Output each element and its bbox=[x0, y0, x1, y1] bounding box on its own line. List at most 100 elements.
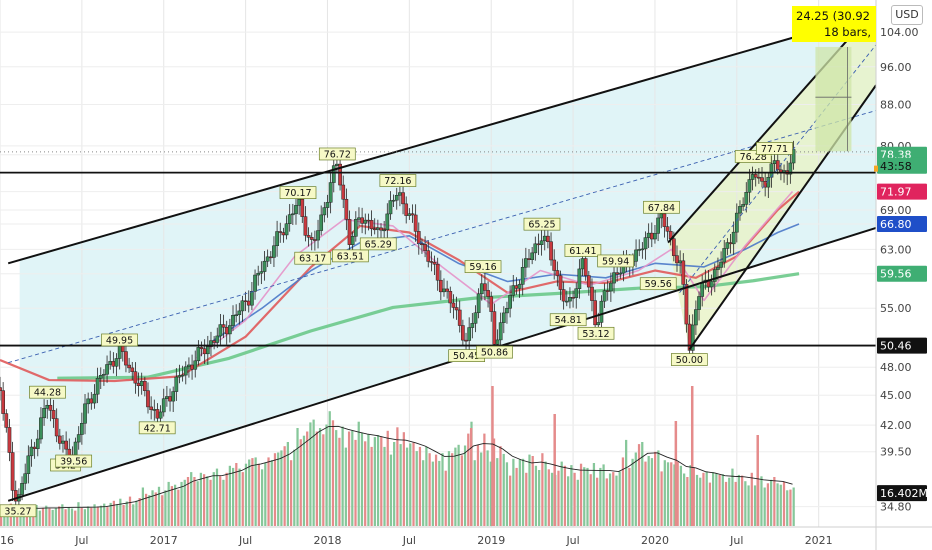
volume-bar bbox=[547, 469, 550, 526]
time-tick-label: Jul bbox=[402, 534, 416, 547]
volume-bar bbox=[244, 463, 248, 526]
volume-bar bbox=[644, 461, 647, 526]
volume-bar bbox=[83, 509, 87, 526]
candle-body bbox=[57, 435, 62, 444]
volume-bar bbox=[496, 458, 499, 526]
candle-body bbox=[448, 291, 453, 304]
point-label: 39.56 bbox=[60, 457, 87, 468]
volume-bar bbox=[660, 471, 663, 526]
candle-body bbox=[372, 228, 377, 231]
volume-bar bbox=[773, 477, 776, 526]
volume-bar bbox=[769, 479, 773, 526]
volume-bar bbox=[286, 442, 289, 526]
candle-body bbox=[366, 219, 371, 222]
volume-bar bbox=[74, 510, 77, 526]
candle-body bbox=[498, 322, 503, 341]
volume-bar bbox=[589, 474, 592, 526]
candle-body bbox=[73, 441, 78, 456]
price-tag-text: 50.46 bbox=[880, 340, 912, 353]
candle-body bbox=[558, 275, 563, 290]
candle-body bbox=[322, 207, 327, 216]
volume-bar bbox=[618, 471, 621, 526]
volume-bar bbox=[357, 421, 360, 526]
price-tick-label: 69.00 bbox=[880, 204, 912, 217]
candle-body bbox=[102, 373, 106, 376]
volume-bar bbox=[90, 507, 93, 526]
currency-label[interactable]: USD bbox=[891, 5, 923, 25]
time-tick-label: 2020 bbox=[641, 534, 669, 547]
volume-spike bbox=[674, 421, 678, 526]
candle-body bbox=[747, 179, 752, 193]
volume-bar bbox=[579, 463, 583, 526]
volume-bar bbox=[550, 472, 554, 526]
volume-bar bbox=[492, 438, 496, 526]
volume-bar bbox=[270, 460, 273, 526]
point-label-box bbox=[359, 237, 397, 251]
alert-marker bbox=[874, 165, 878, 172]
volume-bar bbox=[557, 470, 560, 526]
candle-body bbox=[530, 252, 534, 260]
candle-body bbox=[775, 160, 780, 171]
volume-bar bbox=[86, 506, 90, 526]
volume-bar bbox=[509, 475, 512, 526]
volume-bar bbox=[402, 432, 405, 526]
candle-body bbox=[215, 335, 220, 343]
candle-body bbox=[760, 177, 764, 182]
point-label-box bbox=[549, 313, 587, 327]
candle-body bbox=[416, 231, 421, 245]
candle-body bbox=[350, 236, 355, 245]
candle-body bbox=[155, 409, 160, 419]
volume-bar bbox=[518, 459, 521, 526]
candle-body bbox=[681, 260, 686, 285]
candle-body bbox=[171, 391, 176, 402]
tooltip-line-2: 18 bars, bbox=[824, 25, 872, 39]
volume-bar bbox=[273, 453, 277, 526]
volume-bar bbox=[132, 504, 135, 526]
candle-body bbox=[212, 340, 216, 343]
candle-body bbox=[542, 235, 547, 242]
candle-body bbox=[199, 347, 204, 349]
volume-bar bbox=[718, 474, 721, 526]
candle-body bbox=[309, 237, 314, 240]
candle-body bbox=[338, 163, 342, 186]
candle-body bbox=[61, 440, 65, 444]
candle-body bbox=[615, 272, 620, 275]
volume-bar bbox=[486, 450, 489, 526]
volume-bar bbox=[460, 455, 463, 526]
candle-body bbox=[319, 214, 324, 231]
volume-bar bbox=[789, 489, 792, 526]
candle-body bbox=[54, 418, 59, 437]
volume-bar bbox=[360, 432, 364, 526]
volume-bar bbox=[231, 467, 235, 526]
price-tick-label: 48.00 bbox=[880, 361, 912, 374]
candle-body bbox=[92, 393, 97, 404]
short-channel-upper bbox=[667, 7, 877, 244]
candle-body bbox=[209, 340, 213, 347]
volume-bar bbox=[215, 468, 219, 526]
volume-bar bbox=[418, 446, 422, 526]
candle-body bbox=[653, 233, 657, 240]
candle-body bbox=[719, 261, 723, 268]
volume-bar bbox=[740, 475, 744, 526]
candle-body bbox=[690, 324, 695, 351]
measure-tooltip: 24.25 (30.92 18 bars, bbox=[792, 6, 876, 42]
volume-bar bbox=[586, 467, 589, 526]
candle-body bbox=[385, 213, 390, 231]
volume-bar bbox=[335, 430, 338, 526]
volume-bar bbox=[447, 451, 451, 526]
candle-body bbox=[86, 398, 91, 405]
volume-bar bbox=[241, 472, 244, 526]
volume-bar bbox=[344, 447, 347, 526]
volume-bar bbox=[563, 465, 567, 526]
candle-body bbox=[158, 411, 163, 419]
candle-body bbox=[401, 192, 405, 205]
point-label: 49.95 bbox=[106, 335, 133, 346]
volume-bar bbox=[80, 507, 83, 526]
volume-bar bbox=[16, 509, 19, 526]
candle-body bbox=[725, 242, 730, 249]
candle-body bbox=[514, 285, 519, 289]
volume-spike bbox=[553, 414, 556, 526]
volume-bar bbox=[154, 492, 157, 526]
volume-bar bbox=[744, 481, 747, 526]
